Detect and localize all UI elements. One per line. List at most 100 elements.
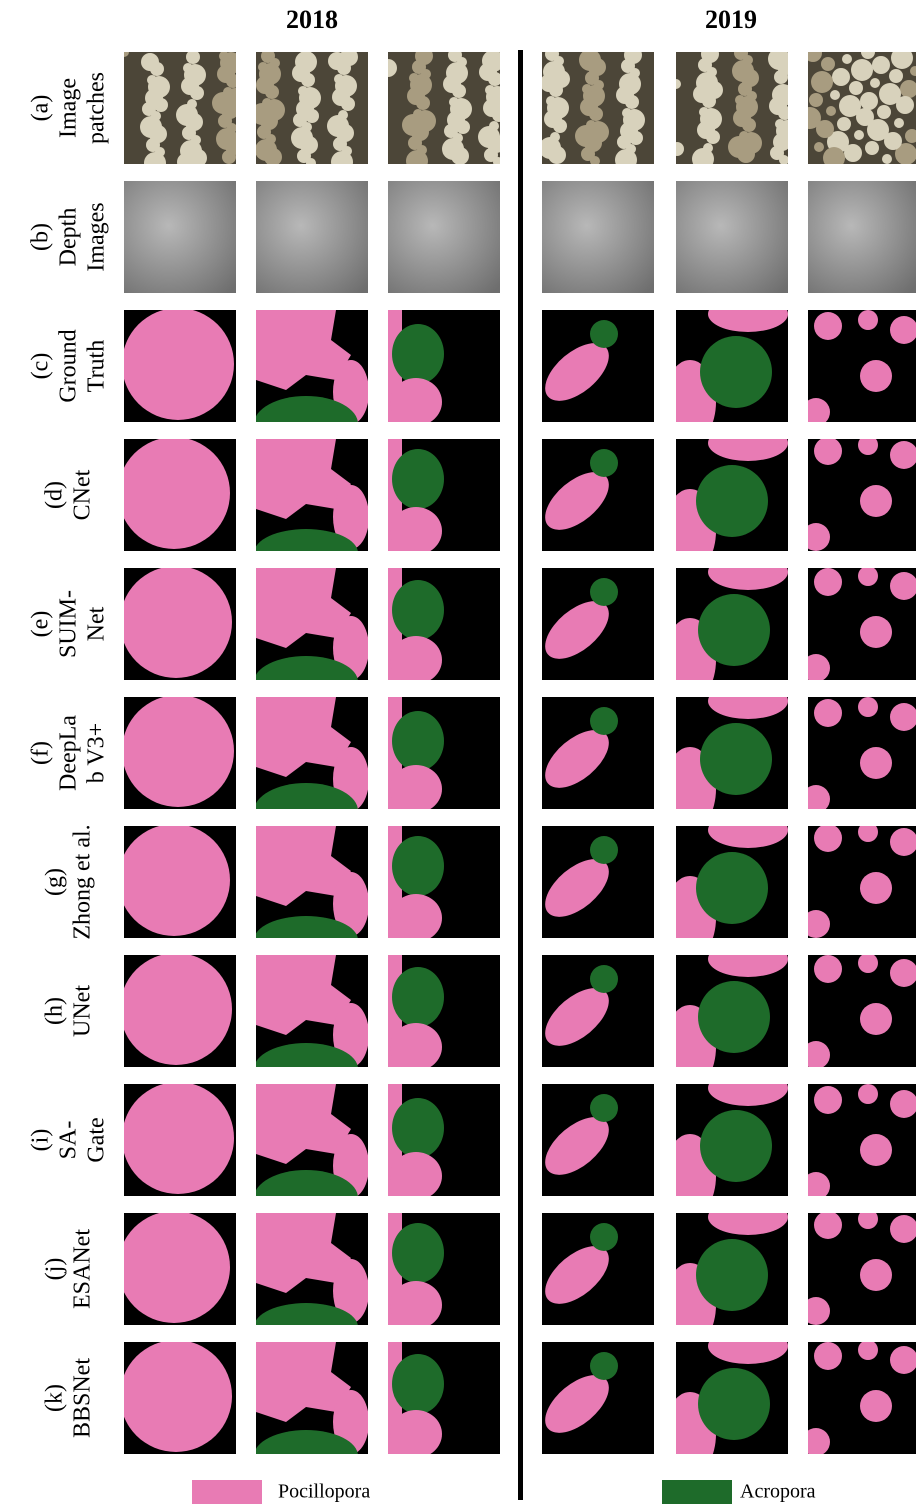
image-tile xyxy=(254,826,369,964)
pocillopora-region xyxy=(390,636,442,684)
coral-branch xyxy=(581,147,595,161)
image-tile xyxy=(535,568,654,680)
coral-branch xyxy=(255,139,277,161)
pocillopora-region xyxy=(802,910,830,938)
pocillopora-region xyxy=(814,437,842,465)
coral-branch xyxy=(147,75,157,85)
pocillopora-region xyxy=(802,1172,830,1200)
image-tile xyxy=(388,697,500,813)
coral-branch xyxy=(144,152,166,174)
acropora-region xyxy=(698,594,770,666)
coral-branch xyxy=(814,142,824,152)
legend-label: Pocillopora xyxy=(278,1481,370,1503)
image-tile xyxy=(808,181,916,293)
pocillopora-region xyxy=(858,310,878,330)
image-tile xyxy=(664,1199,788,1347)
coral-branch xyxy=(580,98,598,116)
coral-branch xyxy=(328,52,346,70)
pocillopora-region xyxy=(814,699,842,727)
image-tile xyxy=(535,1213,654,1325)
coral-branch xyxy=(545,47,559,61)
coral-branch xyxy=(142,102,156,116)
legend-swatch xyxy=(662,1480,732,1504)
acropora-region xyxy=(254,1430,358,1482)
coral-branch xyxy=(870,78,880,88)
pocillopora-region xyxy=(390,1152,442,1200)
acropora-region xyxy=(590,1352,618,1380)
coral-branch xyxy=(775,119,785,129)
coral-branch xyxy=(443,75,461,93)
coral-branch xyxy=(698,58,712,72)
image-tile xyxy=(664,554,788,702)
coral-branch xyxy=(257,125,271,139)
image-tile xyxy=(120,566,236,680)
pocillopora-region xyxy=(708,554,788,590)
acropora-region xyxy=(590,707,618,735)
image-tile xyxy=(802,953,916,1069)
acropora-region xyxy=(700,336,772,408)
pocillopora-region xyxy=(120,1340,232,1452)
coral-branch xyxy=(331,151,353,173)
row-label: SA- xyxy=(56,1121,82,1160)
pocillopora-region xyxy=(858,953,878,973)
pocillopora-region xyxy=(858,1084,878,1104)
image-tile xyxy=(802,697,916,813)
row-label: (i) xyxy=(28,1129,54,1152)
image-tile xyxy=(388,310,500,426)
acropora-region xyxy=(590,578,618,606)
coral-branch xyxy=(579,49,601,71)
coral-branch xyxy=(616,86,634,104)
image-tile xyxy=(118,437,236,551)
image-tile xyxy=(388,955,500,1071)
depth-background xyxy=(542,181,654,293)
depth-background xyxy=(388,181,500,293)
pocillopora-region xyxy=(390,507,442,555)
coral-branch xyxy=(484,148,498,162)
legend-swatch xyxy=(192,1480,262,1504)
coral-branch xyxy=(856,108,874,126)
image-tile xyxy=(539,46,654,171)
acropora-region xyxy=(392,836,444,896)
row-label: (g) xyxy=(42,868,68,896)
coral-branch xyxy=(546,96,556,106)
row-label: (h) xyxy=(42,997,68,1025)
coral-branch xyxy=(851,59,873,81)
pocillopora-region xyxy=(814,824,842,852)
year-separator xyxy=(518,50,523,1500)
coral-branch xyxy=(216,128,238,150)
pocillopora-region xyxy=(122,695,234,807)
coral-branch xyxy=(844,144,862,162)
pocillopora-region xyxy=(802,654,830,682)
image-tile xyxy=(664,296,788,444)
image-tile xyxy=(664,941,788,1089)
image-tile xyxy=(542,181,654,293)
image-tile xyxy=(535,310,654,422)
acropora-region xyxy=(590,1094,618,1122)
coral-branch xyxy=(483,99,501,117)
coral-branch xyxy=(849,81,863,95)
pocillopora-region xyxy=(122,308,234,420)
image-tile xyxy=(676,181,788,293)
pocillopora-region xyxy=(120,953,232,1065)
coral-branch xyxy=(292,64,310,82)
coral-branch xyxy=(670,142,684,156)
pocillopora-region xyxy=(858,822,878,842)
coral-branch xyxy=(882,154,892,164)
coral-branch xyxy=(448,48,462,62)
image-tile xyxy=(802,822,916,938)
coral-branch xyxy=(733,109,751,127)
coral-branch xyxy=(141,53,159,71)
image-tile xyxy=(254,1342,369,1482)
coral-branch xyxy=(768,48,790,70)
row-label: Truth xyxy=(84,340,110,392)
coral-branch xyxy=(218,114,232,128)
coral-branch xyxy=(334,74,344,84)
image-tile xyxy=(535,439,654,551)
pocillopora-region xyxy=(802,398,830,426)
row-label: DeepLa xyxy=(56,715,82,791)
coral-branch xyxy=(832,68,850,86)
image-tile xyxy=(254,568,369,708)
pocillopora-region xyxy=(708,425,788,461)
coral-branch xyxy=(891,47,913,69)
coral-branch xyxy=(293,113,307,127)
